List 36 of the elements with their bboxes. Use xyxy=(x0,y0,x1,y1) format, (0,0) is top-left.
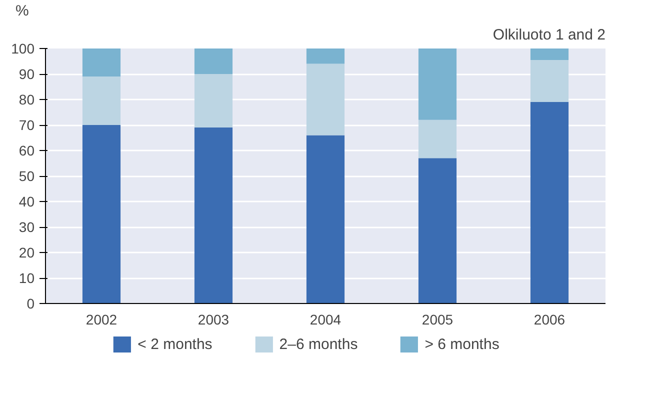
y-tick-label: 100 xyxy=(11,40,35,56)
legend-label: < 2 months xyxy=(138,336,212,352)
bar xyxy=(418,120,457,158)
y-tick-label: 50 xyxy=(18,168,35,184)
bar xyxy=(530,102,569,304)
y-tick-label: 10 xyxy=(18,270,35,286)
bar xyxy=(82,125,121,304)
bar xyxy=(82,76,121,125)
bar xyxy=(194,128,233,304)
bar xyxy=(82,48,121,77)
y-tick-label: 70 xyxy=(18,117,35,133)
bar xyxy=(306,48,345,64)
bar xyxy=(418,48,457,120)
legend-label: 2–6 months xyxy=(279,336,358,352)
y-tick-label: 0 xyxy=(26,296,35,312)
bar xyxy=(530,60,569,102)
bar xyxy=(194,48,233,74)
bar xyxy=(194,74,233,128)
y-tick-label: 90 xyxy=(18,66,35,82)
x-tick-label: 2004 xyxy=(310,312,342,328)
bar xyxy=(306,64,345,136)
x-tick-label: 2006 xyxy=(534,312,566,328)
y-tick-label: 40 xyxy=(18,194,35,210)
x-tick-label: 2003 xyxy=(198,312,230,328)
x-tick-label: 2002 xyxy=(86,312,118,328)
x-tick-label: 2005 xyxy=(422,312,454,328)
y-axis-title: % xyxy=(16,2,29,20)
bar xyxy=(418,158,457,304)
y-tick-label: 80 xyxy=(18,92,35,108)
y-tick-label: 60 xyxy=(18,142,35,158)
legend-label: > 6 months xyxy=(424,336,500,352)
chart-title: Olkiluoto 1 and 2 xyxy=(492,26,606,44)
y-tick-label: 30 xyxy=(18,219,35,235)
bar xyxy=(530,48,569,60)
bar xyxy=(306,135,345,304)
y-tick-label: 20 xyxy=(18,244,35,260)
